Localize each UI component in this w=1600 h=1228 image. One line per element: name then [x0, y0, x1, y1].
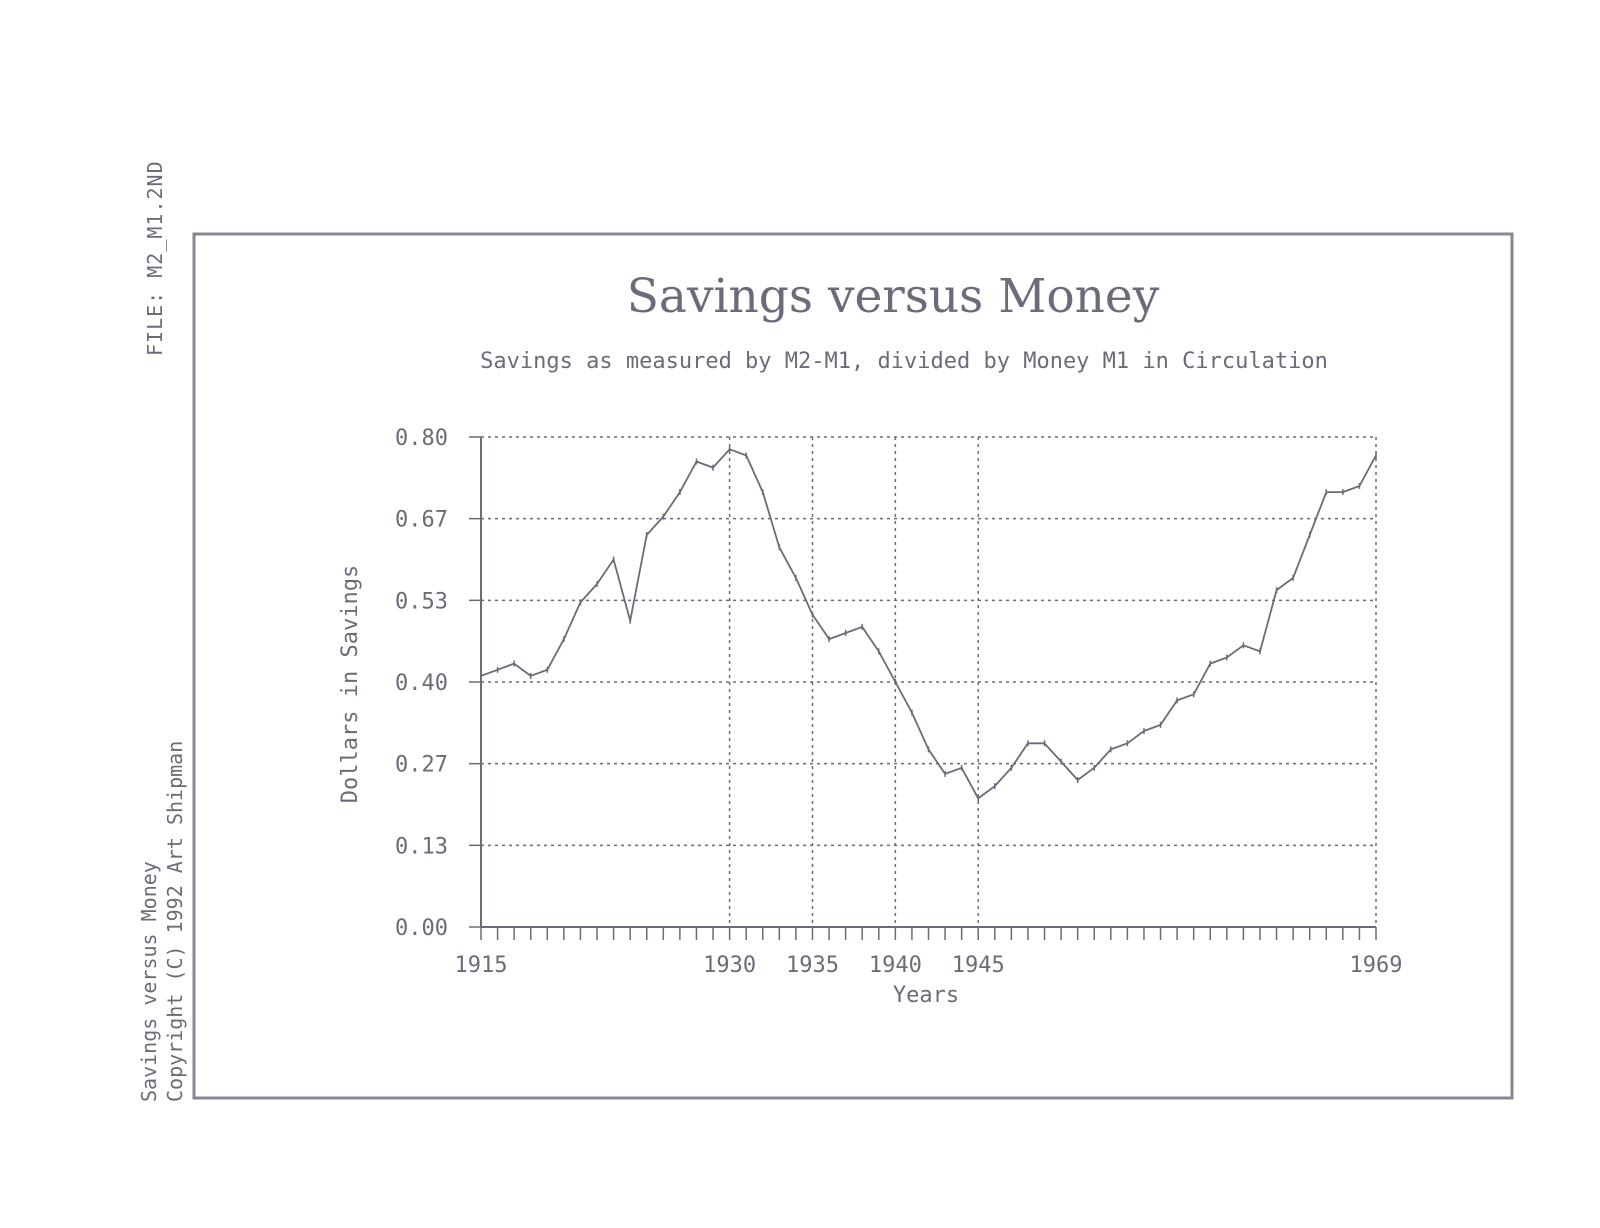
axes-layer	[469, 436, 1377, 940]
tick-layer: 0.00 0.13 0.27 0.40 0.53 0.67 0.80 1915 1930 1935…	[395, 426, 1402, 978]
x-tick-label: 1940	[869, 953, 922, 978]
x-tick-label: 1969	[1350, 953, 1403, 978]
y-tick-label: 0.00	[395, 916, 448, 941]
x-tick-label: 1915	[455, 953, 508, 978]
y-tick-label: 0.27	[395, 753, 448, 778]
grid-layer	[481, 436, 1377, 927]
chart-subtitle: Savings as measured by M2-M1, divided by…	[480, 349, 1328, 374]
y-tick-label: 0.80	[395, 426, 448, 451]
chart-frame	[192, 232, 1514, 1100]
x-tick-label: 1930	[703, 953, 756, 978]
x-tick-label: 1935	[786, 953, 839, 978]
y-axis-label: Dollars in Savings	[338, 565, 363, 803]
y-tick-label: 0.40	[395, 671, 448, 696]
chart-title: Savings versus Money	[627, 269, 1160, 324]
y-tick-label: 0.53	[395, 589, 448, 614]
x-tick-label: 1945	[952, 953, 1005, 978]
series-line	[480, 448, 1377, 800]
y-tick-label: 0.13	[395, 834, 448, 859]
series-layer	[480, 446, 1377, 802]
x-axis-label: Years	[893, 983, 959, 1008]
y-tick-label: 0.67	[395, 508, 448, 533]
